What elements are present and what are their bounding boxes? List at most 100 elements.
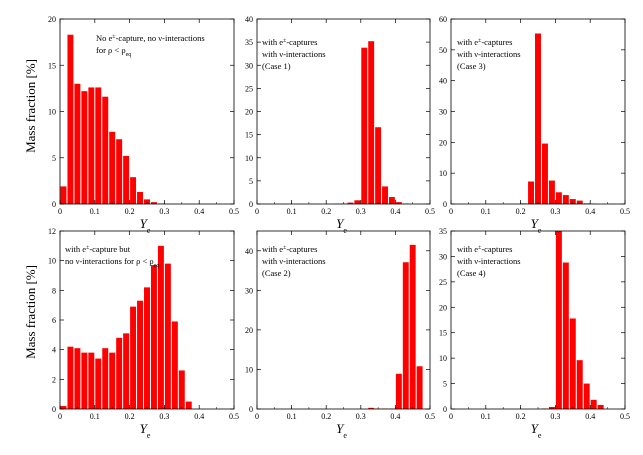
y-tick-label: 8: [52, 286, 56, 295]
x-tick-label: 0.4: [585, 207, 595, 216]
y-tick-label: 0: [443, 200, 447, 209]
svg-text:for ρ < ρeq: for ρ < ρeq: [96, 45, 131, 58]
x-tick-label: 0.5: [425, 412, 435, 421]
y-tick-label: 2: [52, 375, 56, 384]
bar: [60, 406, 67, 409]
bar: [375, 127, 382, 204]
x-tick-label: 0.2: [516, 207, 526, 216]
svg-text:with e±-captures: with e±-captures: [457, 244, 512, 254]
bar: [102, 96, 109, 204]
x-tick-label: 0.5: [620, 207, 630, 216]
bar: [81, 91, 88, 204]
bar: [576, 200, 583, 204]
x-tick-label: 0.1: [481, 412, 491, 421]
bar: [562, 195, 569, 204]
bar: [116, 139, 123, 204]
bar: [368, 41, 375, 205]
x-tick-label: 0.3: [356, 412, 366, 421]
panel-annotation: with e±-captures with ν-interactions (Case…: [457, 244, 521, 278]
x-tick-label: 0.3: [159, 412, 169, 421]
bar: [541, 143, 548, 204]
svg-text:with e±-captures: with e±-captures: [262, 37, 317, 47]
y-tick-label: 4: [52, 346, 56, 355]
bar: [150, 202, 157, 204]
x-tick-label: 0.2: [321, 207, 331, 216]
bar: [74, 348, 81, 409]
x-tick-label: 0.5: [229, 207, 239, 216]
bar: [130, 177, 137, 204]
panel-4: 0 0.1 0.2 0.3 0.4 0.5 0 2 4 6 8 10 12 Ye with e±-captu…: [48, 227, 239, 440]
bar: [562, 262, 569, 409]
y-tick-label: 20: [439, 138, 447, 147]
bar: [590, 399, 597, 409]
bar: [157, 245, 164, 409]
bar: [144, 199, 150, 204]
bar: [402, 262, 409, 409]
y-tick-label: 10: [439, 354, 447, 363]
svg-text:with e±-captures: with e±-captures: [262, 244, 317, 254]
x-tick-label: 0: [58, 207, 62, 216]
panel-3: 0 0.1 0.2 0.3 0.4 0.5 0 10 20 30 40 50 60 Ye with e±-c…: [439, 15, 630, 235]
bar: [528, 181, 535, 204]
svg-text:with e±-captures: with e±-captures: [457, 37, 512, 47]
x-tick-label: 0.3: [550, 207, 560, 216]
panel-2: 0 0.1 0.2 0.3 0.4 0.5 0 5 10 15 20 25 30 35 40 Ye with e…: [245, 15, 435, 235]
x-tick-label: 0.2: [321, 412, 331, 421]
bar: [144, 287, 150, 409]
x-tick-label: 0.5: [425, 207, 435, 216]
y-tick-label: 20: [439, 303, 447, 312]
svg-text:with e±-capture but: with e±-capture but: [65, 244, 131, 254]
svg-text:(Case 4): (Case 4): [457, 268, 486, 278]
bar: [137, 300, 144, 409]
panel-annotation: with e±-capture but no ν-interactions for…: [65, 244, 159, 269]
x-tick-label: 0.1: [90, 207, 100, 216]
y-tick-label: 0: [249, 200, 253, 209]
bar: [137, 191, 144, 204]
x-axis-label: Ye: [140, 216, 151, 235]
y-tick-label: 15: [48, 61, 56, 70]
y-axis-label-bottom: Mass fraction [%]: [23, 265, 38, 359]
bar: [555, 231, 562, 409]
bar: [60, 186, 67, 204]
x-axis-label: Ye: [336, 421, 347, 440]
bar: [185, 401, 192, 409]
y-tick-label: 40: [439, 77, 447, 86]
y-axis-label-top: Mass fraction [%]: [23, 59, 38, 153]
bar: [388, 197, 395, 204]
svg-text:with ν-interactions: with ν-interactions: [262, 256, 326, 266]
y-tick-label: 10: [245, 365, 253, 374]
y-tick-label: 20: [48, 15, 56, 24]
svg-text:(Case 1): (Case 1): [262, 61, 291, 71]
x-axis-label: Ye: [531, 421, 542, 440]
bar: [535, 33, 541, 204]
bar: [178, 370, 185, 409]
panel-1: 0 0.1 0.2 0.3 0.4 0.5 0 5 10 15 20 Ye No e±-capture,…: [48, 15, 239, 235]
bar: [395, 373, 402, 409]
y-tick-label: 10: [245, 154, 253, 163]
x-tick-label: 0: [449, 207, 453, 216]
y-tick-label: 20: [245, 326, 253, 335]
x-tick-label: 0.4: [194, 207, 204, 216]
x-tick-label: 0.4: [390, 412, 400, 421]
bar: [395, 202, 402, 204]
bar: [597, 404, 604, 409]
x-tick-label: 0: [449, 412, 453, 421]
y-tick-label: 15: [439, 329, 447, 338]
svg-text:No e±-capture, no ν-interactio: No e±-capture, no ν-interactions: [96, 33, 205, 43]
bar: [109, 352, 116, 409]
x-tick-label: 0.5: [229, 412, 239, 421]
bar: [416, 366, 423, 409]
y-tick-label: 5: [249, 177, 253, 186]
panel-annotation: with e±-captures with ν-interactions (Case…: [262, 37, 326, 71]
y-tick-label: 6: [52, 316, 56, 325]
bar: [102, 348, 109, 409]
y-tick-label: 0: [52, 200, 56, 209]
x-tick-label: 0.5: [620, 412, 630, 421]
y-tick-label: 30: [245, 286, 253, 295]
y-tick-label: 10: [48, 257, 56, 266]
panel-5: 0 0.1 0.2 0.3 0.4 0.5 0 10 20 30 40 Ye with e±-captu…: [245, 230, 435, 440]
x-tick-label: 0: [255, 412, 259, 421]
y-tick-label: 0: [249, 405, 253, 414]
y-tick-label: 10: [48, 108, 56, 117]
y-tick-label: 25: [245, 84, 253, 93]
